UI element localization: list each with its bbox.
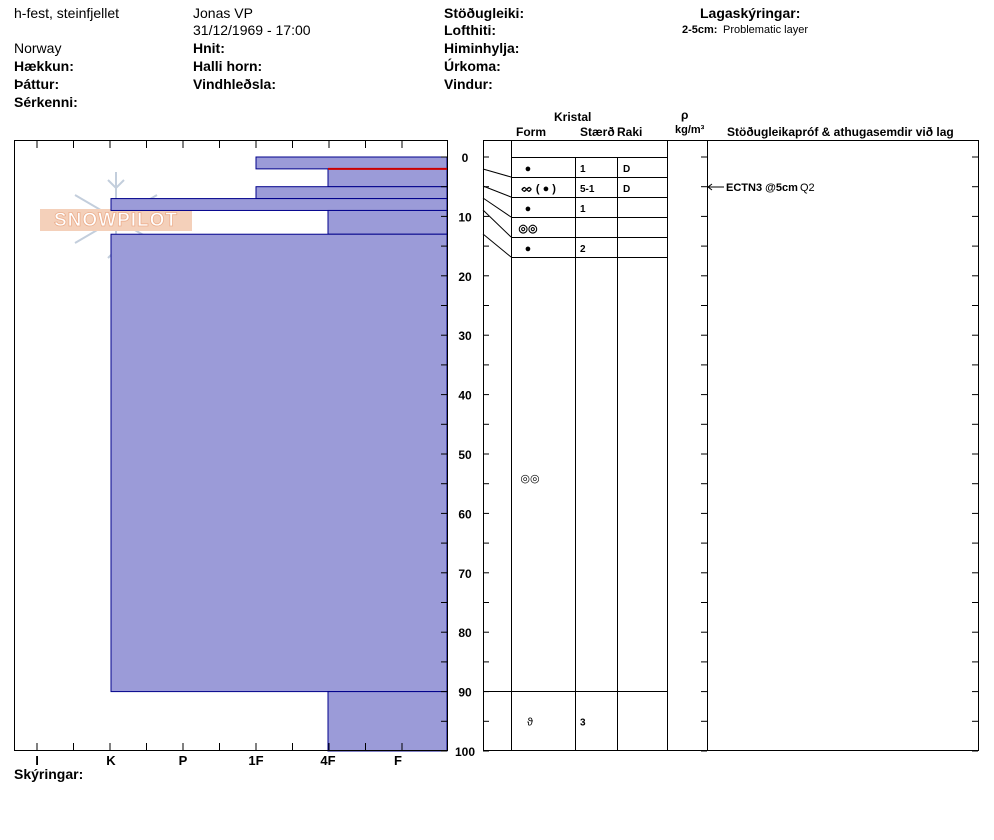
y-tick-label: 0 <box>462 151 469 165</box>
y-tick-label: 100 <box>455 745 475 759</box>
hardness-layer <box>327 691 448 752</box>
precip-label: Úrkoma: <box>444 58 501 74</box>
y-tick-label: 20 <box>458 270 472 284</box>
y-tick-label: 90 <box>458 686 472 700</box>
stability-test: ECTN3 @5cm Q2 <box>707 182 815 194</box>
x-tick-label: K <box>106 753 116 768</box>
observer-text: Jonas VP <box>193 5 253 21</box>
crystal-moisture: D <box>623 184 630 195</box>
hardness-chart-frame <box>14 140 448 751</box>
layer-notes-label: Lagaskýringar: <box>700 5 801 21</box>
y-tick-label: 80 <box>458 626 472 640</box>
form-header: Form <box>516 125 546 139</box>
layer-note-text: Problematic layer <box>723 24 808 36</box>
hardness-layer <box>110 233 448 693</box>
y-tick-label: 50 <box>458 448 472 462</box>
specifics-label: Sérkenni: <box>14 94 78 110</box>
crystal-size: 2 <box>580 244 586 255</box>
crystal-rows: ● 1 D ᨖ ( ● ) 5-1 D ● 1 ◎◎ ● 2 <box>518 163 630 255</box>
crystal-table <box>482 140 979 751</box>
rho-header: ρ <box>681 108 689 122</box>
crystal-moisture: D <box>623 164 630 175</box>
hardness-layers <box>110 156 448 752</box>
y-axis: 0 10 20 30 40 50 60 70 80 90 100 <box>441 151 978 759</box>
x-tick-label: P <box>179 753 188 768</box>
y-tick-label: 40 <box>458 389 472 403</box>
stability-comments-header: Stöðugleikapróf & athugasemdir við lag <box>727 125 954 139</box>
arrow-left-icon <box>707 183 713 191</box>
legend-label: Skýringar: <box>14 766 84 782</box>
air-temp-label: Lofthiti: <box>444 22 497 38</box>
x-tick-label: 1F <box>248 753 263 768</box>
elevation-label: Hækkun: <box>14 58 74 74</box>
crystal-form-symbol: ● <box>525 203 532 215</box>
x-tick-label: F <box>394 753 402 768</box>
y-tick-label: 30 <box>458 329 472 343</box>
crystal-form-symbol: ◎◎ <box>520 473 539 485</box>
logo-band <box>40 209 192 231</box>
x-tick-label: I <box>35 753 39 768</box>
depth-connector <box>482 168 512 178</box>
crystal-form-symbol: ● <box>525 163 532 175</box>
crystal-size: 1 <box>580 164 586 175</box>
crystal-size: 5-1 <box>580 184 595 195</box>
hardness-layer <box>255 186 448 200</box>
test-result-label: ECTN3 @5cm <box>726 182 798 194</box>
depth-connector <box>482 197 512 218</box>
lower-rows: ◎◎ ϑ 3 <box>520 473 586 729</box>
crystal-form-symbol: ϑ <box>527 716 533 728</box>
sky-label: Himinhylja: <box>444 40 520 56</box>
location-text: h-fest, steinfjellet <box>14 5 120 21</box>
crystal-header: Kristal <box>554 110 592 124</box>
density-unit-header: kg/m³ <box>675 124 705 136</box>
crystal-form-symbol: ᨖ ( ● ) <box>521 183 556 195</box>
depth-connector <box>482 185 512 198</box>
depth-connector <box>482 209 512 238</box>
datetime-text: 31/12/1969 - 17:00 <box>193 22 311 38</box>
layer-note-depth: 2-5cm: <box>682 24 718 36</box>
depth-connector <box>482 233 512 258</box>
wind-label: Vindur: <box>444 76 493 92</box>
hardness-layer <box>255 156 448 170</box>
size-header: Stærð <box>580 125 615 139</box>
x-axis: I K P 1F 4F F <box>35 141 403 768</box>
slope-angle-label: Halli horn: <box>193 58 263 74</box>
wind-loading-label: Vindhleðsla: <box>193 76 276 92</box>
stability-label: Stöðugleiki: <box>444 5 525 21</box>
coords-label: Hnit: <box>193 40 225 56</box>
aspect-label: Þáttur: <box>14 76 60 92</box>
logo-text: SNOWPILOT <box>54 210 178 231</box>
y-tick-label: 10 <box>458 210 472 224</box>
hardness-layer <box>110 198 448 211</box>
crystal-table-frame <box>483 140 979 751</box>
x-tick-label: 4F <box>320 753 335 768</box>
crystal-size: 1 <box>580 204 586 215</box>
hardness-layer <box>327 209 448 235</box>
y-tick-label: 70 <box>458 567 472 581</box>
country-text: Norway <box>14 40 62 56</box>
crystal-size: 3 <box>580 717 586 728</box>
test-result-quality: Q2 <box>800 182 815 194</box>
hardness-layer <box>327 168 448 188</box>
crystal-form-symbol: ◎◎ <box>518 223 538 235</box>
crystal-form-symbol: ● <box>525 243 532 255</box>
y-tick-label: 60 <box>458 507 472 521</box>
moisture-header: Raki <box>617 125 643 139</box>
